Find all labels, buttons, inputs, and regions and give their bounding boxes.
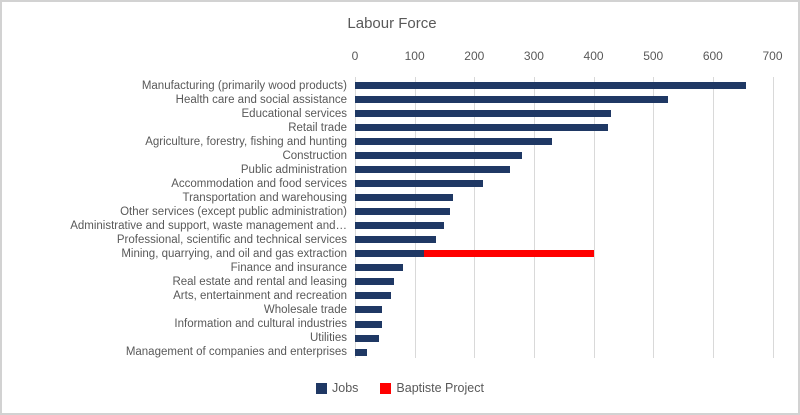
bar-jobs [355,166,511,174]
legend-label-baptiste-project: Baptiste Project [396,381,484,395]
x-gridline [355,77,356,358]
x-axis-tick-label: 100 [404,49,425,63]
bar-jobs [355,306,382,314]
x-axis-tick-label: 600 [702,49,723,63]
x-axis-tick-label: 400 [583,49,604,63]
bar-jobs [355,334,379,342]
x-gridline [593,77,595,358]
bar-baptiste-project [423,250,594,258]
category-label: Finance and insurance [230,261,347,274]
x-gridline [712,77,714,358]
category-label: Other services (except public administra… [120,205,347,218]
category-label: Wholesale trade [263,303,347,316]
category-label: Construction [282,149,347,162]
category-label: Manufacturing (primarily wood products) [141,79,347,92]
x-axis-tick-label: 300 [523,49,544,63]
category-label: Health care and social assistance [175,93,347,106]
category-label: Professional, scientific and technical s… [116,233,347,246]
chart-title: Labour Force [347,15,437,32]
bar-jobs [355,208,451,216]
bar-jobs [355,110,612,118]
bar-jobs [355,250,424,258]
category-label: Utilities [309,332,347,345]
x-axis-tick-label: 200 [464,49,485,63]
bar-jobs [355,194,454,202]
legend-swatch-jobs [316,382,328,394]
x-axis-tick-label: 0 [351,49,359,63]
category-label: Accommodation and food services [171,177,347,190]
bar-jobs [355,348,367,356]
bar-jobs [355,320,382,328]
bar-jobs [355,180,484,188]
x-gridline [653,77,655,358]
x-gridline [533,77,535,358]
bar-jobs [355,278,394,286]
x-gridline [474,77,476,358]
category-label: Agriculture, forestry, fishing and hunti… [145,135,347,148]
bar-jobs [355,138,552,146]
bar-jobs [355,222,445,230]
legend-item-jobs: Jobs [316,381,358,395]
category-label: Administrative and support, waste manage… [70,219,347,232]
bar-jobs [355,292,391,300]
category-label: Educational services [241,107,347,120]
bar-jobs [355,82,746,89]
legend-label-jobs: Jobs [332,381,359,395]
category-label: Public administration [240,163,347,176]
category-label: Arts, entertainment and recreation [173,289,347,302]
x-axis-tick-label: 700 [762,49,783,63]
bar-jobs [355,124,609,132]
legend-item-baptiste-project: Baptiste Project [380,381,484,395]
category-label: Real estate and rental and leasing [172,275,347,288]
x-axis-tick-label: 500 [643,49,664,63]
bar-jobs [355,236,436,244]
category-label: Mining, quarrying, and oil and gas extra… [121,247,347,260]
category-label: Management of companies and enterprises [125,346,347,359]
category-label: Information and cultural industries [174,318,347,330]
bar-jobs [355,264,403,272]
category-label: Retail trade [288,121,347,134]
bar-jobs [355,152,522,160]
bar-jobs [355,96,669,104]
x-gridline [772,77,774,358]
legend: Jobs Baptiste Project [2,381,798,395]
x-gridline [414,77,416,358]
category-label: Transportation and warehousing [182,191,347,204]
legend-swatch-baptiste-project [380,382,392,394]
